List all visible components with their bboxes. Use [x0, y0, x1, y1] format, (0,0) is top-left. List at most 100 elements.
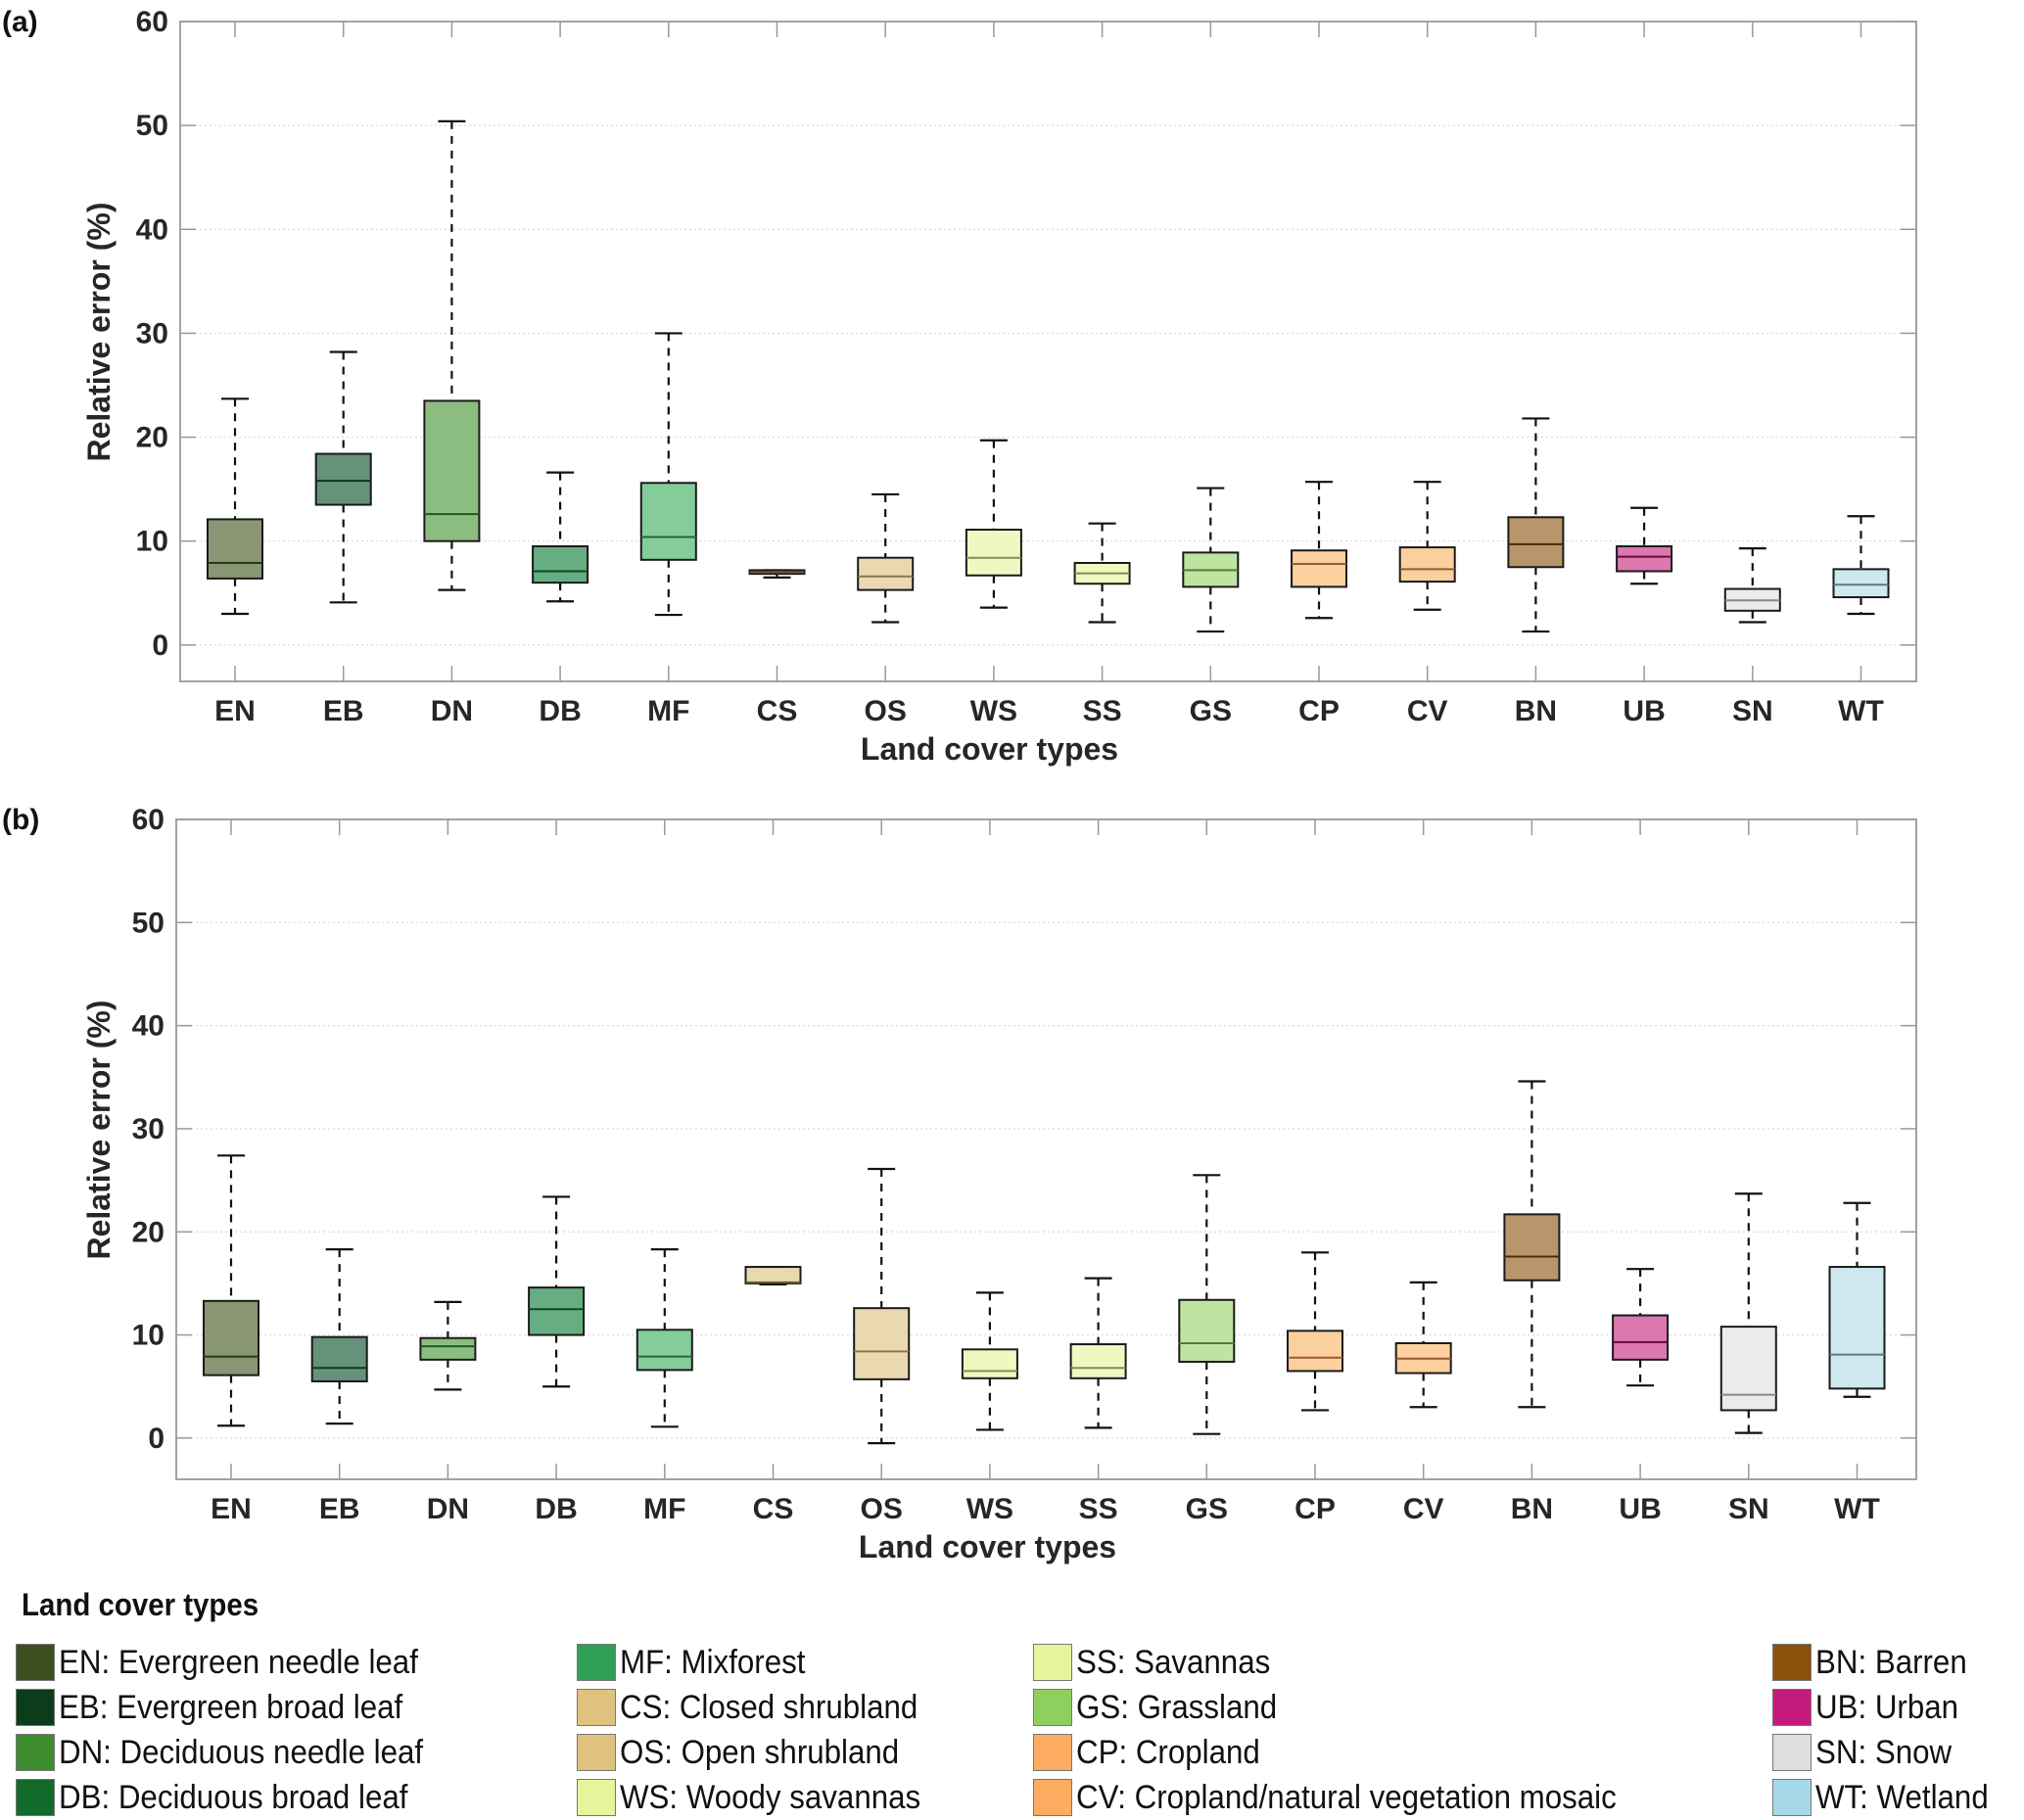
iqr-box — [1828, 1266, 1886, 1390]
swatch-cs — [577, 1689, 616, 1726]
panel-a: (a) 0 10 20 30 40 50 60 Relative error (%) Land c… — [2, 6, 1917, 767]
iqr-box — [1503, 1213, 1561, 1282]
box-db — [532, 471, 589, 603]
iqr-box — [310, 1335, 368, 1382]
x-tick-label: MF — [647, 695, 689, 727]
legend-item-en: EN: Evergreen needle leaf — [16, 1640, 454, 1685]
swatch-mf — [577, 1644, 616, 1681]
x-tick-label: BN — [1515, 695, 1557, 727]
box-cs — [744, 1265, 802, 1286]
iqr-box — [1507, 516, 1565, 569]
box-bn — [1503, 1080, 1561, 1409]
y-axis-label: Relative error (%) — [81, 1001, 117, 1260]
x-tick-label: DB — [539, 695, 581, 727]
x-tick-label: CP — [1298, 695, 1340, 727]
panel-b: (b) 0 10 20 30 40 50 60 Relative error (%) Land c… — [2, 804, 1917, 1564]
x-tick-label: UB — [1623, 695, 1665, 727]
x-tick-label: DN — [431, 695, 473, 727]
iqr-box — [1291, 549, 1347, 588]
iqr-box — [1832, 568, 1890, 599]
box-cp — [1291, 481, 1347, 620]
iqr-box — [857, 556, 915, 591]
box-db — [528, 1195, 586, 1388]
box-dn — [419, 1300, 477, 1391]
box-ss — [1069, 1277, 1127, 1429]
swatch-ub — [1772, 1689, 1812, 1726]
y-tick-label: 20 — [132, 1216, 165, 1248]
figure: (a) 0 10 20 30 40 50 60 Relative error (%) Land c… — [2, 6, 1917, 1564]
box-wt — [1832, 515, 1890, 616]
x-tick-label: GS — [1190, 695, 1232, 727]
y-tick-label: 0 — [152, 630, 168, 662]
legend-item-cv: CV: Cropland/natural vegetation mosaic — [1033, 1775, 1664, 1820]
y-axis-label: Relative error (%) — [81, 203, 117, 462]
x-tick-label: SS — [1083, 695, 1122, 727]
legend-item-eb: EB: Evergreen broad leaf — [16, 1685, 454, 1730]
legend-item-ss: SS: Savannas — [1033, 1640, 1664, 1685]
y-tick-label: 20 — [136, 422, 168, 454]
legend-item-wt: WT: Wetland — [1772, 1775, 2003, 1820]
x-tick-label: BN — [1511, 1493, 1553, 1525]
x-tick-label: CS — [757, 695, 798, 727]
box-mf — [635, 1248, 693, 1428]
x-tick-label: WT — [1834, 1493, 1880, 1525]
legend-item-mf: MF: Mixforest — [577, 1640, 947, 1685]
swatch-wt — [1772, 1779, 1812, 1816]
iqr-box — [1398, 546, 1456, 583]
box-cs — [748, 569, 806, 579]
y-tick-label: 60 — [132, 804, 165, 836]
swatch-ss — [1033, 1644, 1072, 1681]
iqr-box — [203, 1299, 259, 1377]
iqr-box — [423, 399, 481, 542]
swatch-cv — [1033, 1779, 1072, 1816]
box-os — [857, 492, 915, 624]
legend-item-os: OS: Open shrubland — [577, 1730, 947, 1775]
box-gs — [1178, 1174, 1236, 1435]
box-sn — [1719, 1192, 1777, 1434]
swatch-ws — [577, 1779, 616, 1816]
box-cp — [1287, 1251, 1343, 1412]
iqr-box — [314, 452, 372, 506]
legend-item-sn: SN: Snow — [1772, 1730, 2003, 1775]
swatch-sn — [1772, 1734, 1812, 1771]
iqr-box — [961, 1348, 1018, 1379]
box-bn — [1507, 417, 1565, 633]
legend-item-ub: UB: Urban — [1772, 1685, 2003, 1730]
iqr-box — [1069, 1343, 1127, 1379]
y-tick-label: 40 — [132, 1010, 165, 1043]
swatch-en — [16, 1644, 55, 1681]
iqr-box — [853, 1307, 911, 1380]
x-tick-label: WS — [970, 695, 1017, 727]
swatch-gs — [1033, 1689, 1072, 1726]
box-en — [207, 397, 263, 616]
x-tick-label: CP — [1294, 1493, 1336, 1525]
x-tick-label: EB — [319, 1493, 360, 1525]
box-gs — [1182, 487, 1240, 633]
x-tick-label: OS — [865, 695, 907, 727]
x-tick-label: WS — [966, 1493, 1013, 1525]
x-tick-label: DB — [535, 1493, 577, 1525]
x-axis-label: Land cover types — [861, 731, 1118, 767]
iqr-box — [1616, 545, 1673, 573]
x-tick-label: DN — [427, 1493, 469, 1525]
y-tick-label: 0 — [148, 1423, 165, 1455]
panel-label: (a) — [2, 6, 38, 38]
legend-column-1: EN: Evergreen needle leaf EB: Evergreen … — [16, 1640, 454, 1820]
box-sn — [1723, 547, 1781, 624]
swatch-eb — [16, 1689, 55, 1726]
swatch-os — [577, 1734, 616, 1771]
legend-item-dn: DN: Deciduous needle leaf — [16, 1730, 454, 1775]
y-tick-label: 50 — [132, 907, 165, 939]
swatch-cp — [1033, 1734, 1072, 1771]
x-tick-label: SN — [1728, 1493, 1769, 1525]
iqr-box — [639, 482, 697, 561]
box-cv — [1394, 1281, 1452, 1409]
box-ws — [961, 1291, 1018, 1431]
x-tick-label: CS — [753, 1493, 794, 1525]
box-en — [203, 1154, 259, 1427]
legend-item-cp: CP: Cropland — [1033, 1730, 1664, 1775]
legend-column-3: SS: Savannas GS: Grassland CP: Cropland … — [1033, 1640, 1664, 1820]
iqr-box — [528, 1286, 586, 1336]
y-tick-label: 30 — [136, 317, 168, 350]
y-tick-label: 30 — [132, 1113, 165, 1145]
